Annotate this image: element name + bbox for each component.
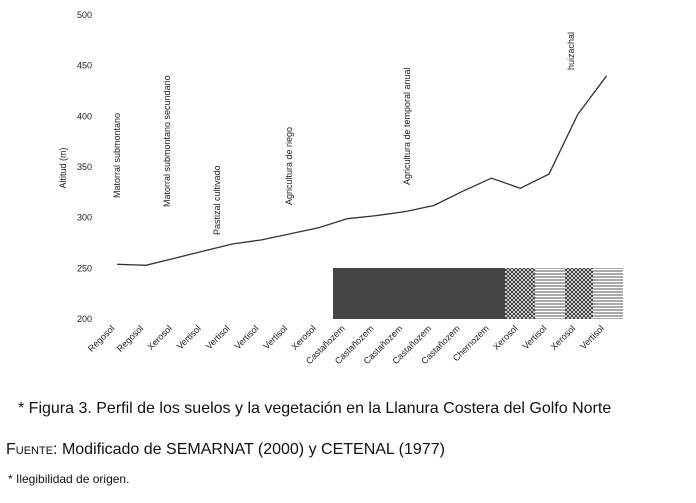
- y-tick-label: 250: [77, 263, 92, 273]
- y-tick-label: 300: [77, 213, 92, 223]
- y-tick-label: 350: [77, 162, 92, 172]
- source-lead: Fuente:: [6, 441, 58, 458]
- annotation: Matorral submontano secundario: [162, 75, 172, 207]
- annotation: huizachal: [566, 32, 576, 70]
- annotation: Agricultura de riego: [284, 127, 294, 205]
- source-text: Modificado de SEMARNAT (2000) y CETENAL …: [61, 441, 445, 458]
- source: Fuente: Modificado de SEMARNAT (2000) y …: [6, 441, 445, 459]
- x-tick-label: Regosol: [86, 323, 116, 353]
- soil-block: [565, 268, 593, 319]
- line: [116, 75, 608, 266]
- x-tick-label: Vertisol: [520, 323, 548, 351]
- x-tick-label: Xerosol: [145, 323, 174, 352]
- annotation: Agricultura de temporal anual: [402, 67, 412, 185]
- annotation: Pastizal cultivado: [212, 165, 222, 235]
- x-tick-label: Vertisol: [204, 323, 232, 351]
- soil-band: [333, 268, 623, 319]
- x-tick-label: Vertisol: [578, 323, 606, 351]
- x-tick-label: Xerosol: [491, 323, 520, 352]
- x-tick-label: Vertisol: [175, 323, 203, 351]
- soil-block: [333, 268, 505, 319]
- x-tick-label: Regosol: [115, 323, 145, 353]
- x-tick-label: Xerosol: [549, 323, 578, 352]
- y-axis-label: Altitud (m): [58, 147, 68, 188]
- note: * Ilegibilidad de origen.: [8, 472, 130, 486]
- x-tick-label: Vertisol: [232, 323, 260, 351]
- y-tick-label: 500: [77, 10, 92, 20]
- y-tick-label: 400: [77, 111, 92, 121]
- soil-block: [593, 268, 623, 319]
- chart: Altitud (m) 200 250 300 350 400 450 500 Regosol…: [58, 10, 623, 366]
- x-tick-label: Xerosol: [289, 323, 318, 352]
- soil-block: [505, 268, 535, 319]
- annotation: Matorral submontano: [112, 113, 122, 198]
- figure-caption: * Figura 3. Perfil de los suelos y la ve…: [18, 400, 612, 417]
- y-tick-label: 450: [77, 61, 92, 71]
- y-tick-label: 200: [77, 314, 92, 324]
- x-tick-label: Vertisol: [261, 323, 289, 351]
- soil-block: [535, 268, 565, 319]
